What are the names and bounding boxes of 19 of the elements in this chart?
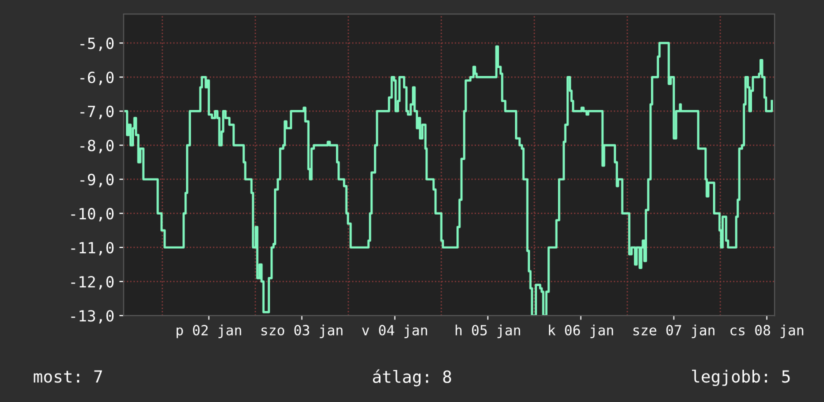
x-tick-label: v 04 jan	[362, 324, 428, 338]
text: most: 7	[34, 370, 102, 383]
x-tick-label: h 05 jan	[456, 324, 520, 338]
y-tick-label: -11,0	[71, 242, 114, 256]
text: átlag: 8	[372, 369, 452, 386]
text: legjobb: 5	[692, 370, 790, 386]
x-tick-label: sze 07 jan	[633, 324, 714, 338]
y-tick-label: -12,0	[71, 276, 114, 290]
y-tick-label: -8,0	[80, 140, 114, 154]
y-tick-label: -6,0	[80, 72, 114, 86]
y-tick-label: -5,0	[80, 38, 114, 52]
x-tick-label: p 02 jan	[176, 324, 242, 338]
x-tick-label: k 06 jan	[548, 324, 614, 338]
y-tick-label: -13,0	[71, 310, 114, 324]
y-tick-label: -9,0	[80, 174, 114, 188]
y-tick-label: -10,0	[71, 208, 114, 222]
x-tick-label: szo 03 jan	[261, 324, 342, 338]
x-tick-label: cs 08 jan	[730, 324, 804, 338]
y-tick-label: -7,0	[80, 106, 114, 120]
